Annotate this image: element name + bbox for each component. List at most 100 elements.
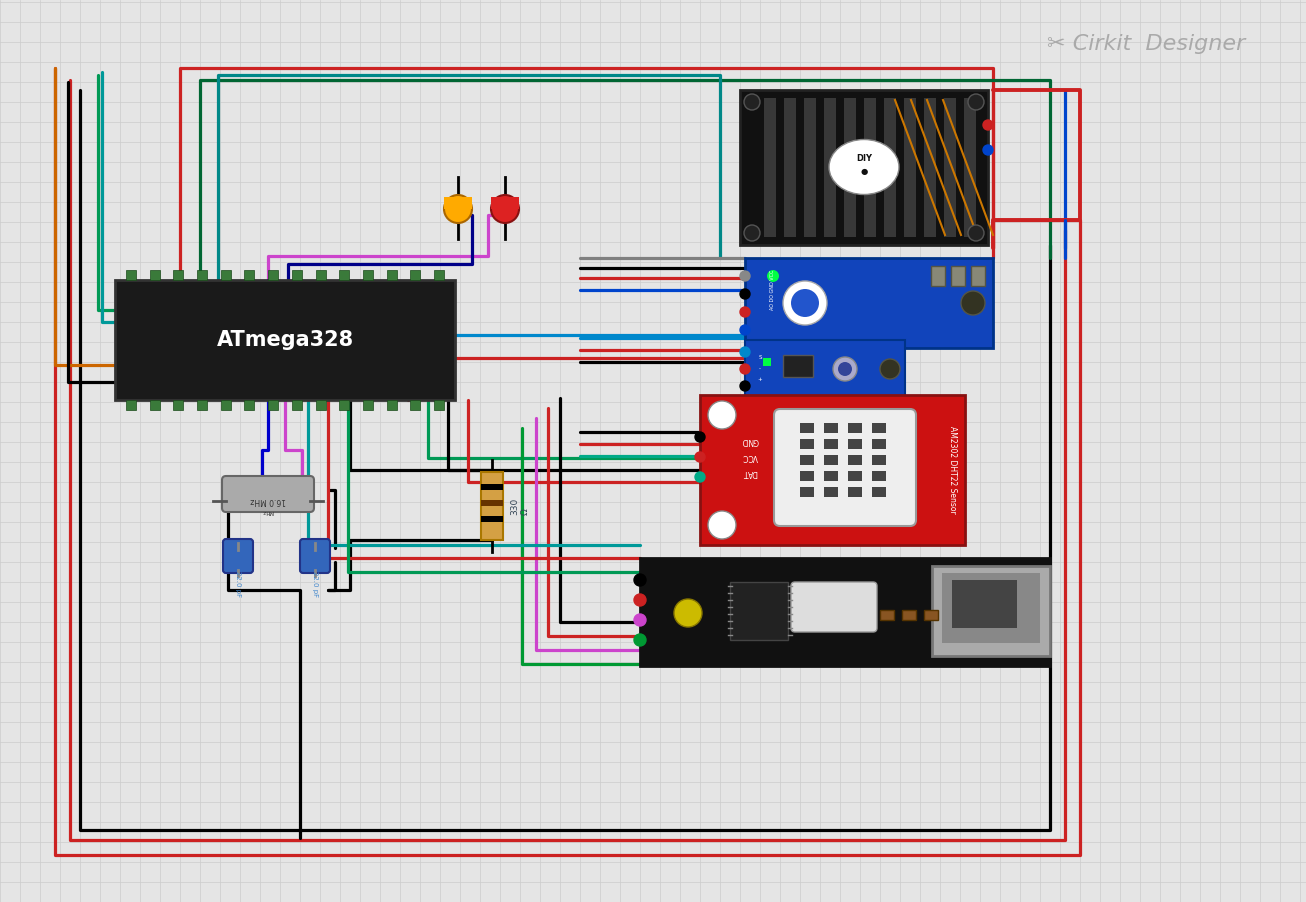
Circle shape [784,281,827,325]
Bar [872,455,885,465]
Text: DIY
●: DIY ● [855,154,872,176]
Circle shape [880,359,900,379]
Bar [942,573,1040,643]
Bar [410,400,421,410]
Bar [801,439,814,449]
Bar [744,258,993,348]
Bar [244,400,255,410]
Bar [925,610,938,620]
Circle shape [708,401,737,429]
Bar [221,270,231,280]
Text: 330
Ω: 330 Ω [511,497,529,515]
Bar [741,90,989,245]
Text: 22.0 pF: 22.0 pF [235,571,242,597]
Bar [291,270,302,280]
Circle shape [741,364,750,374]
Bar [115,280,454,400]
Bar [872,471,885,481]
Circle shape [695,472,705,482]
Bar [125,400,136,410]
Ellipse shape [829,140,899,195]
FancyBboxPatch shape [774,409,916,526]
Bar [434,400,444,410]
Circle shape [741,271,750,281]
Text: ATmega328: ATmega328 [217,330,354,350]
Bar [221,400,231,410]
Bar [481,516,503,522]
Bar [964,98,976,237]
Bar [801,423,814,433]
Bar [880,610,895,620]
Bar [824,455,838,465]
Text: S
-
+: S - + [757,355,763,382]
Bar [291,400,302,410]
Circle shape [833,357,857,381]
Bar [824,98,836,237]
Text: DAT: DAT [743,468,757,477]
Bar [268,270,278,280]
Text: 22.0 pF: 22.0 pF [312,571,317,597]
Bar [848,455,862,465]
Text: 16.0 MHz: 16.0 MHz [251,496,286,505]
Bar [884,98,896,237]
Bar [848,423,862,433]
Bar [824,423,838,433]
Bar [174,400,183,410]
Bar [150,270,159,280]
Circle shape [741,347,750,357]
Bar [700,395,965,545]
FancyBboxPatch shape [791,582,878,632]
Bar [824,439,838,449]
Circle shape [708,511,737,539]
Bar [784,355,814,377]
Bar [410,270,421,280]
Circle shape [961,291,985,315]
Text: AO DO GND VCC: AO DO GND VCC [771,270,776,310]
Text: ✂ Cirkit  Designer: ✂ Cirkit Designer [1046,34,1245,54]
Circle shape [633,614,646,626]
Circle shape [674,599,703,627]
Circle shape [744,94,760,110]
Bar [824,471,838,481]
Circle shape [983,120,993,130]
Circle shape [491,195,518,223]
Bar [844,98,855,237]
Circle shape [633,574,646,586]
Bar [481,500,503,506]
Circle shape [838,362,852,376]
Bar [197,400,208,410]
Bar [363,400,374,410]
Bar [872,487,885,497]
Bar [784,98,795,237]
Bar [848,487,862,497]
Bar [902,610,916,620]
Bar [865,98,876,237]
Bar [387,400,397,410]
Bar [970,266,985,286]
Bar [824,487,838,497]
Bar [730,582,788,640]
Circle shape [767,270,778,282]
Bar [387,270,397,280]
Bar [174,270,183,280]
Bar [316,400,325,410]
Bar [481,472,503,540]
Bar [434,270,444,280]
Bar [944,98,956,237]
Bar [125,270,136,280]
Bar [244,270,255,280]
Circle shape [791,289,819,317]
FancyBboxPatch shape [222,476,313,512]
Circle shape [444,195,471,223]
Text: VCC: VCC [742,453,757,462]
Bar [872,423,885,433]
Bar [744,340,905,398]
Bar [931,266,946,286]
Circle shape [695,432,705,442]
Bar [316,270,325,280]
Bar [932,566,1050,656]
Bar [848,471,862,481]
Bar [481,484,503,490]
Circle shape [741,307,750,317]
Text: AM2302 DHT22 Sensor: AM2302 DHT22 Sensor [948,426,957,514]
